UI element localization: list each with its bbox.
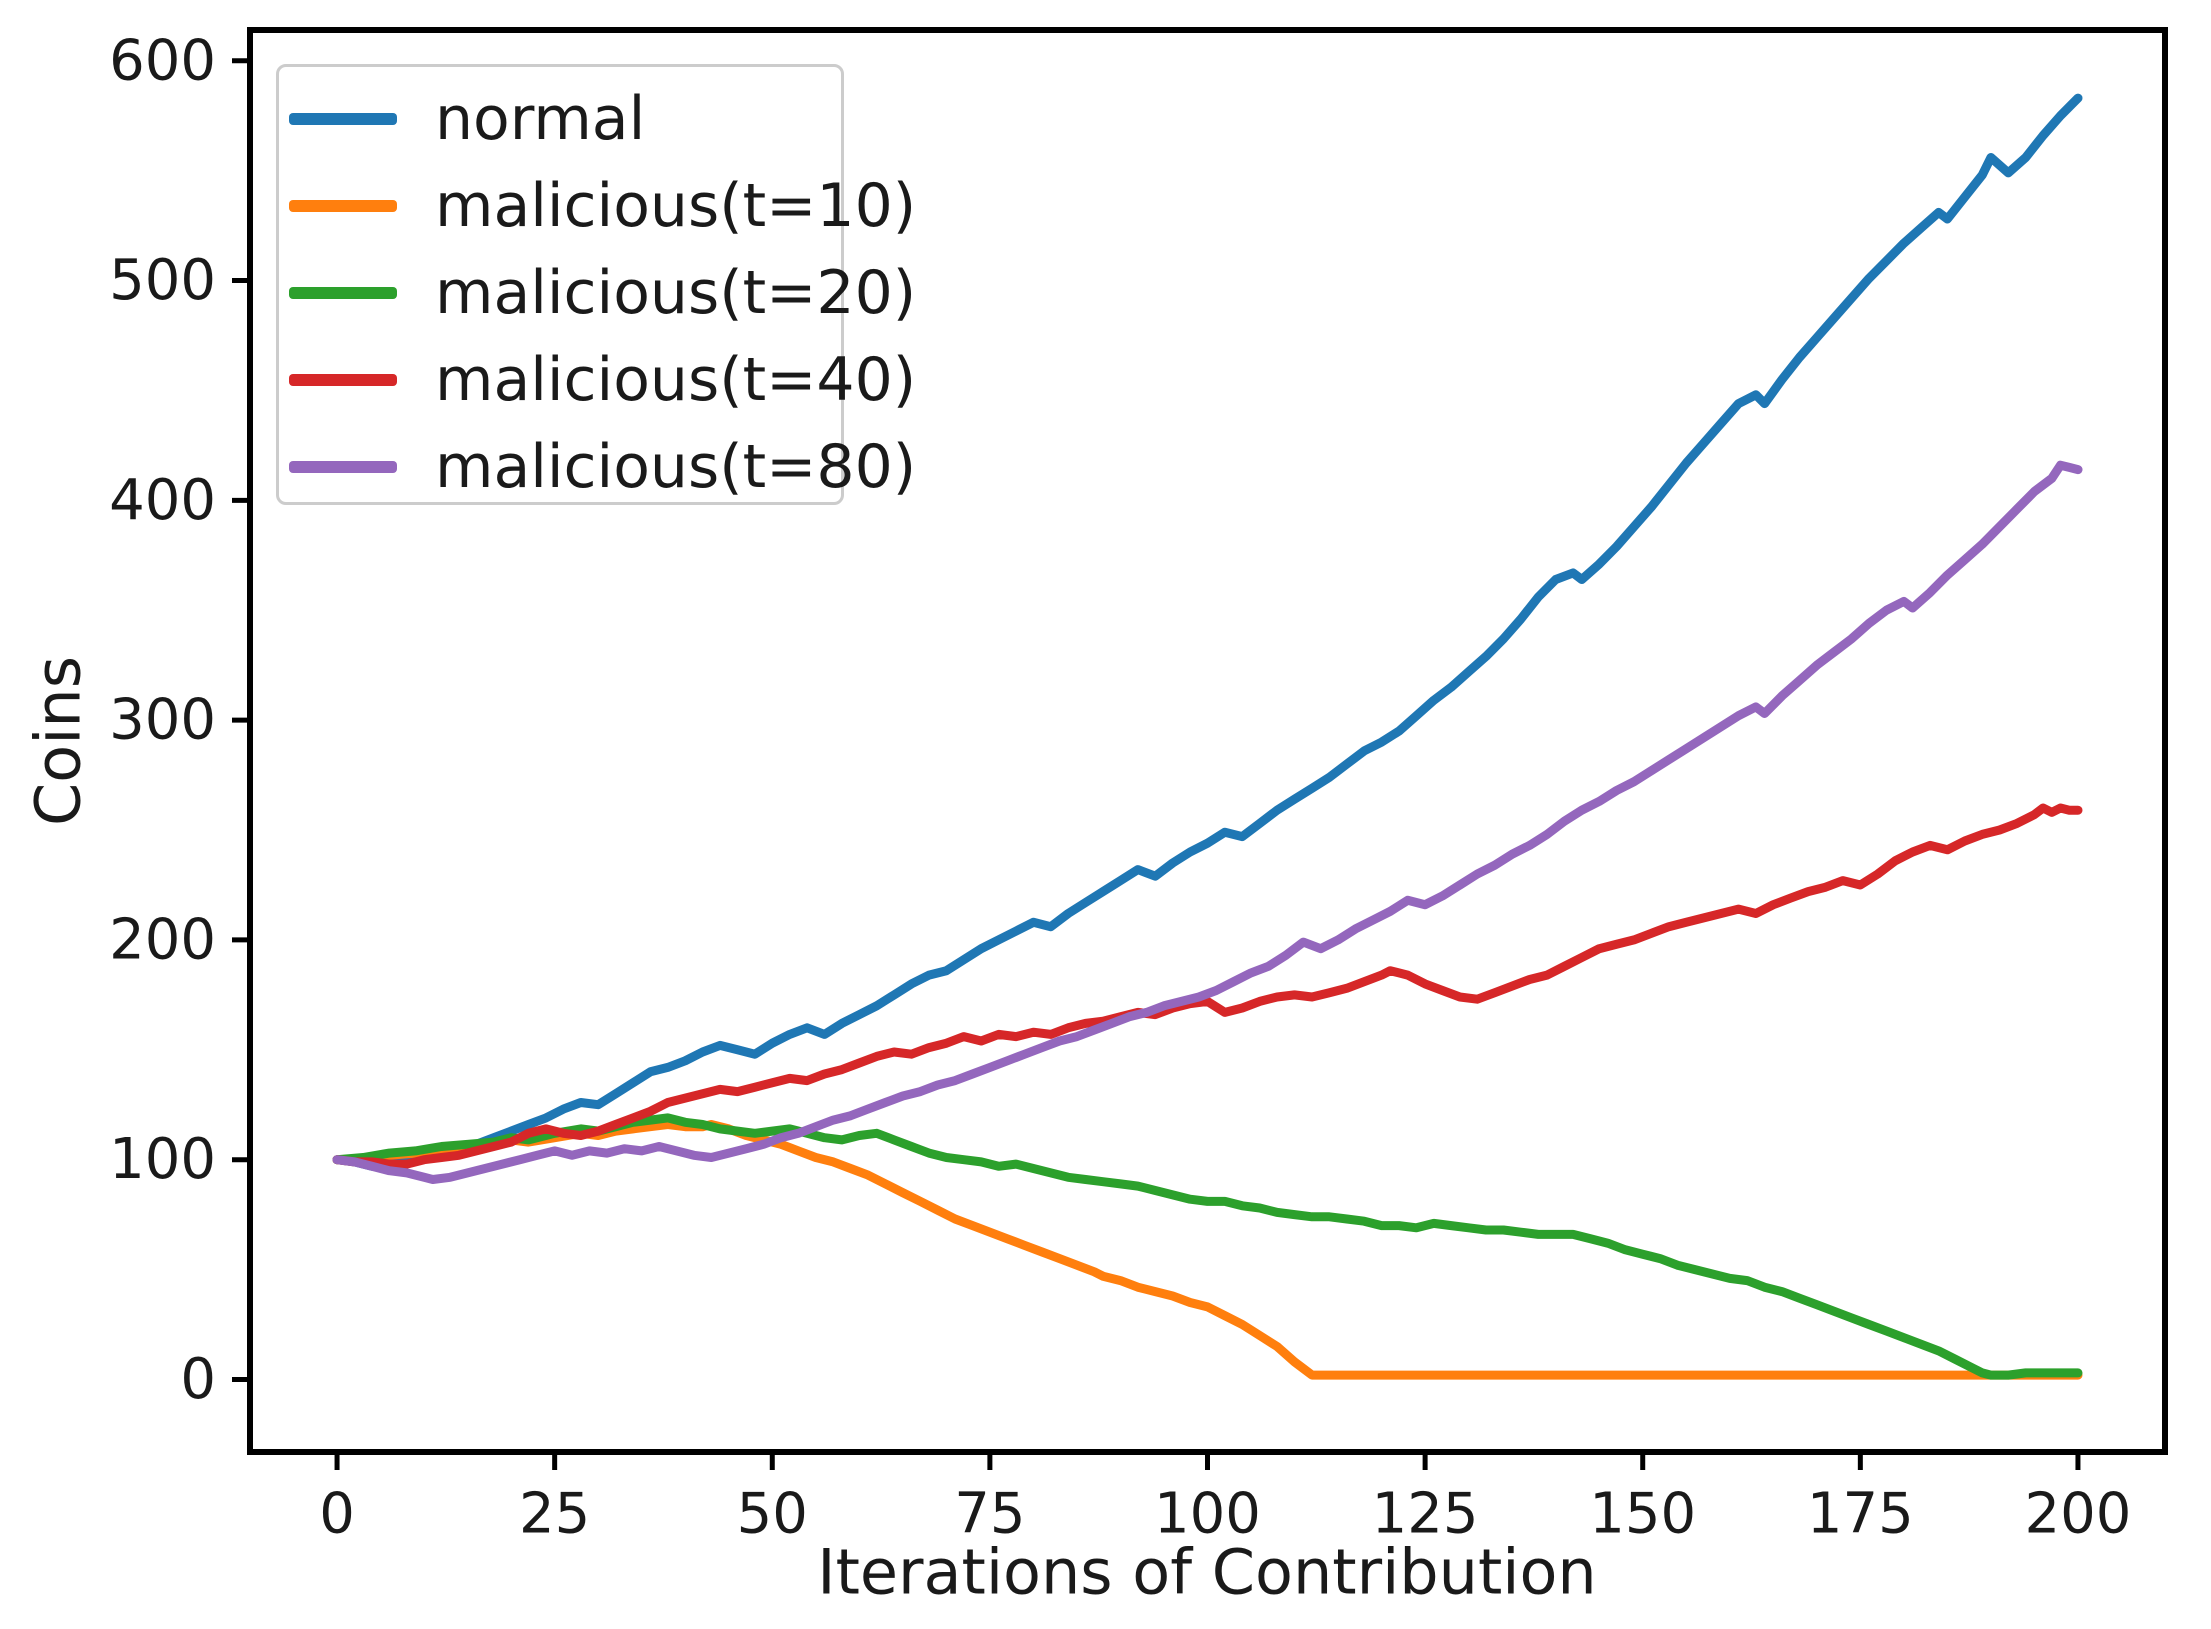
x-tick-label-200: 200 — [2025, 1482, 2132, 1547]
y-tick-label-100: 100 — [109, 1127, 216, 1192]
x-tick-label-25: 25 — [519, 1482, 590, 1547]
legend-item-normal: normal — [289, 75, 841, 162]
y-tick-label-400: 400 — [109, 468, 216, 533]
x-tick-label-125: 125 — [1372, 1482, 1479, 1547]
legend-item-malicious-t-80: malicious(t=80) — [289, 423, 916, 510]
legend-swatch-malicious-t-80 — [289, 460, 397, 473]
x-tick-label-50: 50 — [737, 1482, 808, 1547]
y-axis-title: Coins — [22, 656, 95, 826]
x-tick-label-100: 100 — [1154, 1482, 1261, 1547]
x-tick-label-150: 150 — [1589, 1482, 1696, 1547]
y-tick-label-0: 0 — [180, 1347, 216, 1412]
legend-label-normal: normal — [435, 83, 646, 154]
legend-label-malicious-t-80: malicious(t=80) — [435, 431, 917, 502]
y-tick-label-200: 200 — [109, 907, 216, 972]
legend-item-malicious-t-10: malicious(t=10) — [289, 162, 916, 249]
x-tick-label-175: 175 — [1807, 1482, 1914, 1547]
series-line-malicious-t-80 — [332, 460, 2083, 1184]
x-tick-label-0: 0 — [319, 1482, 355, 1547]
legend-item-malicious-t-40: malicious(t=40) — [289, 336, 916, 423]
series-layer — [332, 93, 2083, 1380]
legend-item-malicious-t-20: malicious(t=20) — [289, 249, 916, 336]
legend: normal malicious(t=10) malicious(t=20) mali… — [276, 64, 916, 505]
y-tick-label-600: 600 — [109, 28, 216, 93]
legend-swatch-normal — [289, 112, 397, 125]
x-tick-label-75: 75 — [954, 1482, 1025, 1547]
series-line-malicious-t-20 — [332, 1113, 2083, 1380]
legend-label-malicious-t-10: malicious(t=10) — [435, 170, 917, 241]
series-line-normal — [332, 93, 2083, 1171]
series-line-malicious-t-40 — [332, 803, 2083, 1169]
series-line-malicious-t-10 — [332, 1120, 2083, 1380]
legend-label-malicious-t-40: malicious(t=40) — [435, 344, 917, 415]
y-tick-label-300: 300 — [109, 688, 216, 753]
legend-label-malicious-t-20: malicious(t=20) — [435, 257, 917, 328]
ticks-layer: 0 25 50 75 100 125 150 175 200 0 100 200 300 400 500 60… — [109, 28, 2131, 1546]
legend-swatch-malicious-t-20 — [289, 286, 397, 299]
legend-swatch-malicious-t-40 — [289, 373, 397, 386]
x-axis-title: Iterations of Contribution — [817, 1536, 1596, 1609]
y-tick-label-500: 500 — [109, 248, 216, 313]
legend-swatch-malicious-t-10 — [289, 199, 397, 212]
